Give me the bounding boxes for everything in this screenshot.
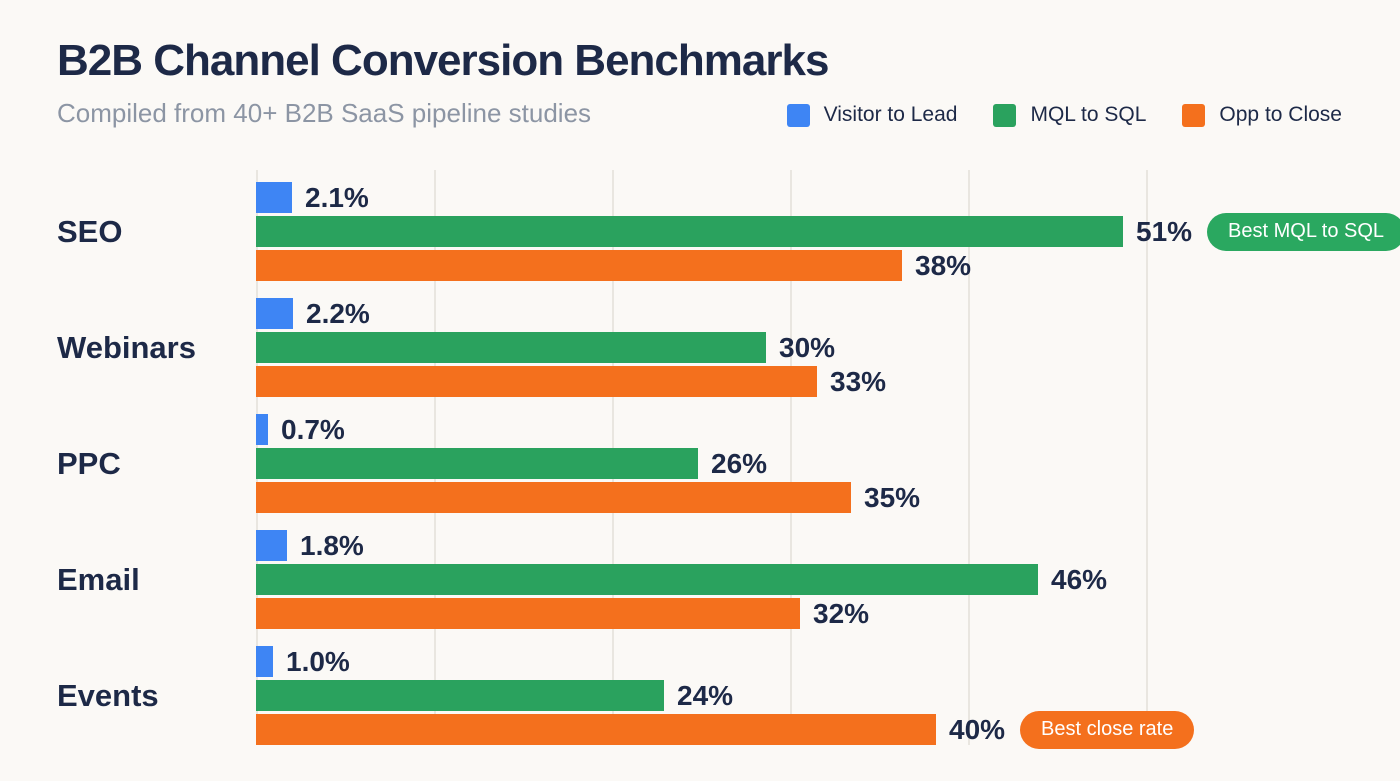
value-label: 1.0% — [286, 645, 350, 677]
value-label: 0.7% — [281, 413, 345, 445]
bar-line-mql-to-sql: 24% — [256, 680, 1348, 711]
bar-seo-visitor-to-lead — [256, 182, 292, 213]
bar-webinars-mql-to-sql — [256, 332, 766, 363]
bar-events-visitor-to-lead — [256, 646, 273, 677]
value-label: 2.1% — [305, 181, 369, 213]
gridline — [1146, 170, 1148, 745]
chart-row-ppc: PPC 0.7% 26% 35% — [57, 402, 1348, 518]
category-label-email: Email — [57, 561, 140, 597]
gridline — [968, 170, 970, 745]
bar-ppc-opp-to-close — [256, 482, 851, 513]
bar-line-visitor-to-lead: 0.7% — [256, 414, 1348, 445]
bar-ppc-mql-to-sql — [256, 448, 698, 479]
legend: Visitor to Lead MQL to SQL Opp to Close — [786, 103, 1342, 127]
page-title: B2B Channel Conversion Benchmarks — [57, 36, 829, 85]
value-label: 40% — [949, 713, 1006, 745]
legend-label: Opp to Close — [1219, 103, 1342, 126]
bar-line-visitor-to-lead: 1.0% — [256, 646, 1348, 677]
legend-label: MQL to SQL — [1030, 103, 1147, 126]
bar-email-opp-to-close — [256, 598, 800, 629]
value-label: 46% — [1051, 563, 1108, 595]
bar-ppc-visitor-to-lead — [256, 414, 268, 445]
badge-best-mql-to-sql: Best MQL to SQL — [1207, 212, 1400, 251]
legend-swatch-opp-to-close — [1182, 103, 1206, 127]
bar-line-opp-to-close: 35% — [256, 482, 1348, 513]
legend-swatch-visitor-to-lead — [786, 103, 810, 127]
category-label-seo: SEO — [57, 213, 123, 249]
bar-line-opp-to-close: 40% Best close rate — [256, 710, 1348, 749]
bar-line-opp-to-close: 32% — [256, 598, 1348, 629]
legend-label: Visitor to Lead — [823, 103, 958, 126]
plot-area: SEO 2.1% 51% Best MQL to SQL 38% Webinars 2.2%… — [57, 170, 1400, 749]
bar-line-opp-to-close: 33% — [256, 366, 1348, 397]
page-subtitle: Compiled from 40+ B2B SaaS pipeline stud… — [57, 98, 592, 128]
bar-events-opp-to-close — [256, 714, 936, 745]
value-label: 51% — [1136, 215, 1193, 247]
bar-line-mql-to-sql: 30% — [256, 332, 1348, 363]
legend-item-visitor-to-lead: Visitor to Lead — [786, 103, 958, 127]
bar-seo-mql-to-sql — [256, 216, 1123, 247]
value-label: 33% — [830, 365, 887, 397]
gridline — [790, 170, 792, 745]
legend-swatch-mql-to-sql — [993, 103, 1017, 127]
legend-item-opp-to-close: Opp to Close — [1182, 103, 1342, 127]
value-label: 38% — [915, 249, 972, 281]
value-label: 32% — [813, 597, 870, 629]
bar-line-visitor-to-lead: 2.1% — [256, 182, 1348, 213]
bar-line-mql-to-sql: 26% — [256, 448, 1348, 479]
category-label-events: Events — [57, 677, 159, 713]
badge-best-close-rate: Best close rate — [1020, 710, 1195, 749]
bar-rows: SEO 2.1% 51% Best MQL to SQL 38% Webinars 2.2%… — [57, 170, 1400, 749]
bar-line-mql-to-sql: 51% Best MQL to SQL — [256, 212, 1400, 251]
value-label: 30% — [779, 331, 836, 363]
bar-webinars-visitor-to-lead — [256, 298, 293, 329]
value-label: 24% — [677, 679, 734, 711]
bar-events-mql-to-sql — [256, 680, 664, 711]
category-label-webinars: Webinars — [57, 329, 196, 365]
chart-row-events: Events 1.0% 24% 40% Best close rate — [57, 634, 1348, 750]
value-label: 26% — [711, 447, 768, 479]
legend-item-mql-to-sql: MQL to SQL — [993, 103, 1146, 127]
bar-line-visitor-to-lead: 2.2% — [256, 298, 1348, 329]
chart-row-webinars: Webinars 2.2% 30% 33% — [57, 286, 1348, 402]
bar-line-visitor-to-lead: 1.8% — [256, 530, 1348, 561]
chart-row-seo: SEO 2.1% 51% Best MQL to SQL 38% — [57, 170, 1400, 286]
category-label-ppc: PPC — [57, 445, 121, 481]
bar-email-mql-to-sql — [256, 564, 1038, 595]
value-label: 35% — [864, 481, 921, 513]
chart-row-email: Email 1.8% 46% 32% — [57, 518, 1348, 634]
bar-line-mql-to-sql: 46% — [256, 564, 1348, 595]
value-label: 2.2% — [306, 297, 370, 329]
bar-email-visitor-to-lead — [256, 530, 287, 561]
bar-webinars-opp-to-close — [256, 366, 817, 397]
bar-line-opp-to-close: 38% — [256, 250, 1348, 281]
value-label: 1.8% — [300, 529, 364, 561]
bar-seo-opp-to-close — [256, 250, 902, 281]
